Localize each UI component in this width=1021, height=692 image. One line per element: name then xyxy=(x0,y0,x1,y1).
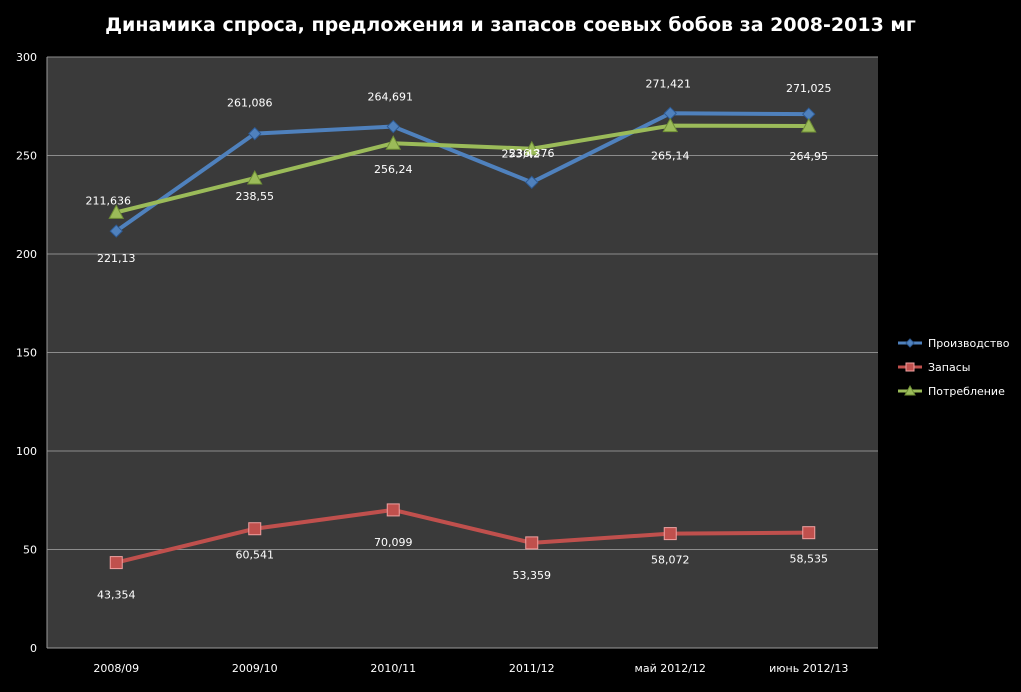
legend-label: Производство xyxy=(928,337,1010,350)
x-tick-label: 2009/10 xyxy=(232,662,278,675)
axes: 0 50 100 150 200 250 300 2008/09 2009/10 2010/11 2… xyxy=(16,51,878,675)
data-point xyxy=(109,556,123,570)
data-label: 53,359 xyxy=(513,569,552,582)
data-point xyxy=(525,536,539,550)
x-tick-label: 2008/09 xyxy=(93,662,139,675)
legend: Производство Запасы Потребление xyxy=(898,337,1010,398)
series-line xyxy=(115,111,809,233)
data-label: 70,099 xyxy=(374,536,413,549)
data-label: 271,025 xyxy=(786,82,832,95)
legend-marker xyxy=(905,362,915,372)
data-label: 265,14 xyxy=(651,150,690,163)
y-tick-label: 300 xyxy=(16,51,37,64)
series-line xyxy=(115,123,809,215)
data-point xyxy=(386,119,400,134)
data-label: 253,42 xyxy=(502,147,541,160)
data-label: 264,691 xyxy=(368,91,414,104)
x-tick-label: июнь 2012/13 xyxy=(769,662,848,675)
y-tick-label: 250 xyxy=(16,150,37,163)
data-label: 58,072 xyxy=(651,554,690,567)
y-tick-label: 150 xyxy=(16,347,37,360)
y-tick-label: 100 xyxy=(16,445,37,458)
data-label: 236,376 xyxy=(509,147,555,160)
data-point xyxy=(523,140,540,156)
data-point xyxy=(248,126,262,141)
data-label: 271,421 xyxy=(646,77,692,90)
data-label: 261,086 xyxy=(227,97,273,110)
data-point xyxy=(386,503,400,517)
data-point xyxy=(662,117,679,133)
data-point xyxy=(108,204,125,219)
data-point xyxy=(248,522,262,536)
x-tick-label: 2011/12 xyxy=(509,662,555,675)
data-label: 58,535 xyxy=(790,553,829,566)
legend-label: Потребление xyxy=(928,385,1005,398)
data-point xyxy=(800,117,817,133)
y-tick-label: 200 xyxy=(16,248,37,261)
data-label: 256,24 xyxy=(374,163,413,176)
data-point xyxy=(246,170,263,185)
data-label: 238,55 xyxy=(236,190,275,203)
chart-title: Динамика спроса, предложения и запасов с… xyxy=(105,14,916,36)
data-label: 264,95 xyxy=(790,150,829,163)
legend-marker xyxy=(905,338,915,348)
data-label: 43,354 xyxy=(97,589,136,602)
data-point xyxy=(663,527,677,541)
data-label: 60,541 xyxy=(236,549,275,562)
x-tick-label: май 2012/12 xyxy=(635,662,706,675)
data-point xyxy=(525,175,539,190)
data-label: 211,636 xyxy=(86,194,132,207)
legend-marker xyxy=(904,384,916,396)
legend-label: Запасы xyxy=(928,361,970,374)
x-tick-label: 2010/11 xyxy=(370,662,416,675)
data-point xyxy=(109,224,123,238)
data-point xyxy=(802,526,816,540)
series-line xyxy=(115,507,809,565)
data-label: 221,13 xyxy=(97,252,136,265)
data-point xyxy=(385,135,402,150)
series-lines xyxy=(108,106,817,570)
data-labels: 221,13 261,086 264,691 253,42 271,421 271,025… xyxy=(86,77,832,601)
y-tick-label: 0 xyxy=(30,642,37,655)
y-tick-label: 50 xyxy=(23,544,37,557)
